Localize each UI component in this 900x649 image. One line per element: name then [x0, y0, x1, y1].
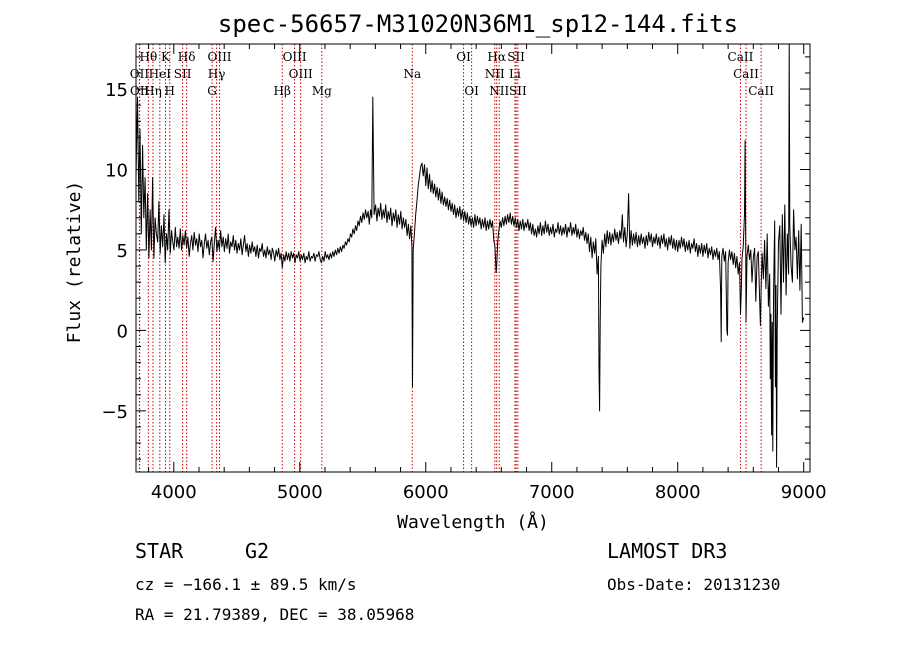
x-axis-ticks: 4000 5000 6000 7000 8000 9000: [148, 44, 827, 503]
x-tick-label: 9000: [781, 482, 827, 503]
x-tick-label: 4000: [151, 482, 197, 503]
line-marker-label: OI: [464, 84, 479, 98]
line-marker-label: NII: [485, 67, 505, 81]
spectrum-line-0: [135, 43, 805, 468]
y-tick-label: 10: [105, 161, 128, 182]
y-axis-label: Flux (relative): [64, 181, 85, 344]
line-marker-label: Na: [403, 67, 421, 81]
y-tick-label: 15: [105, 80, 128, 101]
redshift-cz: cz = −166.1 ± 89.5 km/s: [135, 575, 357, 594]
line-marker-label: OIII: [283, 50, 307, 64]
line-marker-label: Hα: [487, 50, 506, 64]
line-marker-label: OIII: [207, 50, 231, 64]
spectrum-series: [135, 43, 805, 468]
line-marker-label: Hη: [144, 84, 162, 98]
line-marker-label: Mg: [312, 84, 332, 98]
spectral-line-markers: [138, 44, 762, 472]
x-tick-label: 6000: [403, 482, 449, 503]
x-tick-label: 8000: [655, 482, 701, 503]
x-tick-label: 5000: [277, 482, 323, 503]
line-marker-label: SII: [174, 67, 192, 81]
line-marker-label: G: [207, 84, 217, 98]
line-marker-label: Hδ: [178, 50, 196, 64]
object-class: STAR: [135, 539, 184, 563]
line-marker-label: SII: [507, 50, 525, 64]
coordinates: RA = 21.79389, DEC = 38.05968: [135, 605, 414, 624]
line-marker-label: CaII: [733, 67, 759, 81]
line-marker-label: K: [161, 50, 171, 64]
y-tick-label: 5: [117, 241, 128, 262]
line-marker-label: OI: [456, 50, 471, 64]
line-marker-label: OIII: [289, 67, 313, 81]
line-marker-label: OII: [130, 84, 150, 98]
y-tick-label: −5: [101, 402, 128, 423]
line-marker-label: NII: [489, 84, 509, 98]
object-subclass: G2: [245, 539, 269, 563]
line-marker-label: Hθ: [139, 50, 157, 64]
plot-frame: [135, 43, 811, 473]
line-marker-label: H: [165, 84, 175, 98]
observation-date: Obs-Date: 20131230: [607, 575, 780, 594]
line-marker-label: OII: [130, 67, 150, 81]
x-axis-label: Wavelength (Å): [397, 511, 549, 533]
y-axis-ticks: −5 0 5 10 15: [101, 56, 810, 460]
line-marker-label: CaII: [728, 50, 754, 64]
line-marker-label: Hβ: [274, 84, 291, 98]
chart-title: spec-56657-M31020N36M1_sp12-144.fits: [218, 10, 738, 38]
y-tick-label: 0: [117, 321, 128, 342]
line-marker-label: Hγ: [208, 67, 226, 81]
x-tick-label: 7000: [529, 482, 575, 503]
line-marker-label: Li: [509, 67, 521, 81]
line-marker-label: SII: [509, 84, 527, 98]
survey-name: LAMOST DR3: [607, 539, 727, 563]
line-marker-label: CaII: [748, 84, 774, 98]
line-marker-label: HeI: [149, 67, 172, 81]
